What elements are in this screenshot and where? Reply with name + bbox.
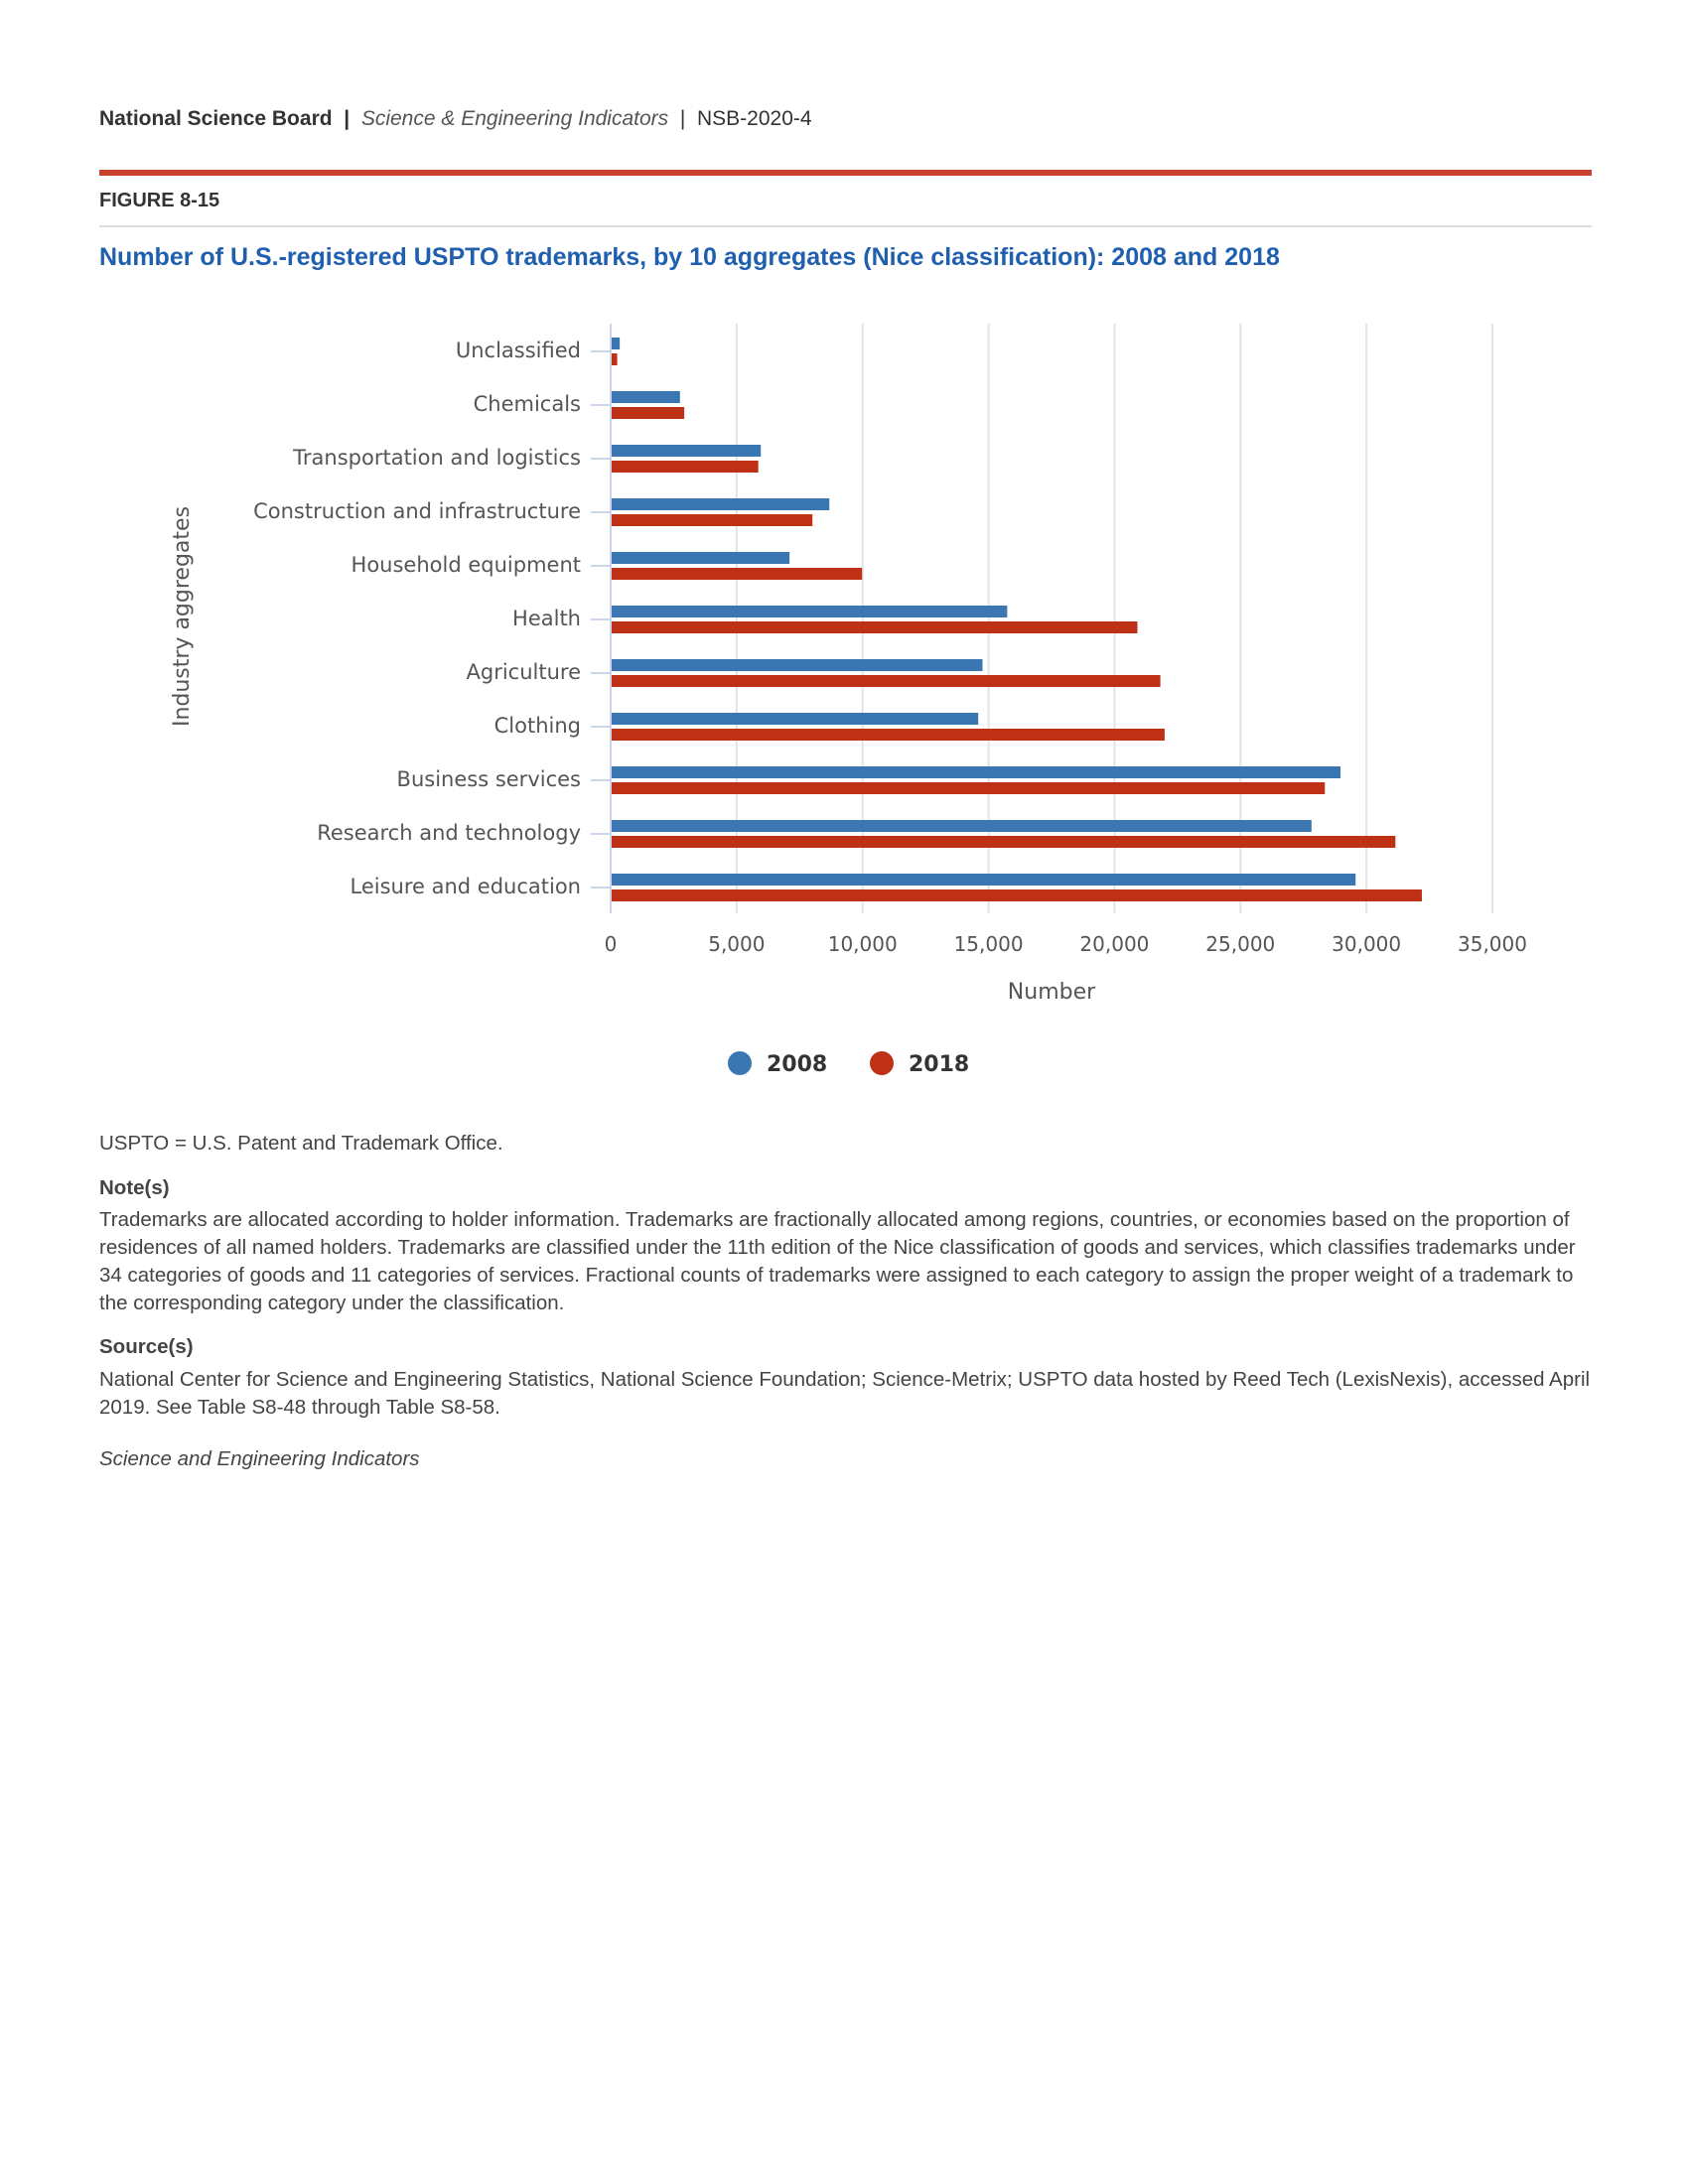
bar-2008 (612, 713, 979, 725)
bar-2018 (612, 514, 813, 526)
bar-2008 (612, 659, 983, 671)
category-label: Research and technology (317, 821, 581, 845)
x-tick-label: 30,000 (1332, 932, 1401, 956)
bar-2018 (612, 836, 1396, 848)
bar-2008 (612, 391, 680, 403)
category-label: Household equipment (352, 553, 581, 577)
x-tick-label: 15,000 (954, 932, 1024, 956)
category-label: Business services (397, 767, 581, 791)
bar-chart: 0 5,000 10,000 15,000 20,000 25,000 30,000 35,0… (170, 324, 1527, 1077)
bar-2018 (612, 675, 1161, 687)
category-label: Agriculture (467, 660, 582, 684)
bar-2008 (612, 874, 1356, 886)
bar-2018 (612, 407, 685, 419)
category-label: Leisure and education (351, 875, 582, 898)
bar-2008 (612, 606, 1008, 617)
header: National Science Board | Science & Engin… (99, 107, 812, 131)
publication-name: Science & Engineering Indicators (360, 107, 669, 130)
bar-2018 (612, 621, 1138, 633)
legend-marker-2008 (728, 1051, 752, 1075)
figure-label: FIGURE 8-15 (99, 190, 220, 211)
x-tick-label: 0 (605, 932, 618, 956)
bar-2018 (612, 889, 1422, 901)
bar-2008 (612, 498, 830, 510)
bar-2008 (612, 820, 1312, 832)
bar-2008 (612, 338, 621, 349)
bar-2018 (612, 353, 618, 365)
bar-2018 (612, 729, 1165, 741)
category-label: Clothing (494, 714, 581, 738)
bar-2018 (612, 782, 1326, 794)
bar-2008 (612, 766, 1341, 778)
bar-2008 (612, 552, 790, 564)
abbreviation-note: USPTO = U.S. Patent and Trademark Office… (99, 1132, 503, 1155)
x-tick-label: 35,000 (1458, 932, 1527, 956)
divider (99, 225, 1592, 227)
notes-heading: Note(s) (99, 1176, 170, 1199)
x-tick-label: 20,000 (1079, 932, 1149, 956)
x-axis-title: Number (1008, 980, 1096, 1005)
header-rule (99, 170, 1592, 176)
legend-label: 2018 (909, 1052, 969, 1077)
bar-2008 (612, 445, 762, 457)
separator: | (344, 107, 351, 130)
x-tick-label: 25,000 (1205, 932, 1275, 956)
bar-2018 (612, 568, 863, 580)
category-label: Health (512, 607, 581, 630)
category-label: Chemicals (474, 392, 581, 416)
legend-marker-2018 (870, 1051, 894, 1075)
source-heading: Source(s) (99, 1335, 194, 1358)
org-name: National Science Board (99, 107, 333, 130)
x-tick-label: 5,000 (708, 932, 765, 956)
bar-2018 (612, 461, 759, 473)
category-label: Construction and infrastructure (253, 499, 581, 523)
separator: | (679, 107, 686, 130)
notes-text: Trademarks are allocated according to ho… (99, 1208, 1576, 1314)
x-tick-label: 10,000 (828, 932, 898, 956)
credit-line: Science and Engineering Indicators (99, 1447, 420, 1470)
report-code: NSB-2020-4 (696, 107, 812, 130)
source-text: National Center for Science and Engineer… (99, 1368, 1591, 1419)
y-axis-title: Industry aggregates (170, 506, 195, 727)
category-label: Transportation and logistics (292, 446, 581, 470)
chart-title: Number of U.S.-registered USPTO trademar… (99, 243, 1280, 271)
category-label: Unclassified (456, 339, 581, 362)
legend-label: 2008 (767, 1052, 827, 1077)
